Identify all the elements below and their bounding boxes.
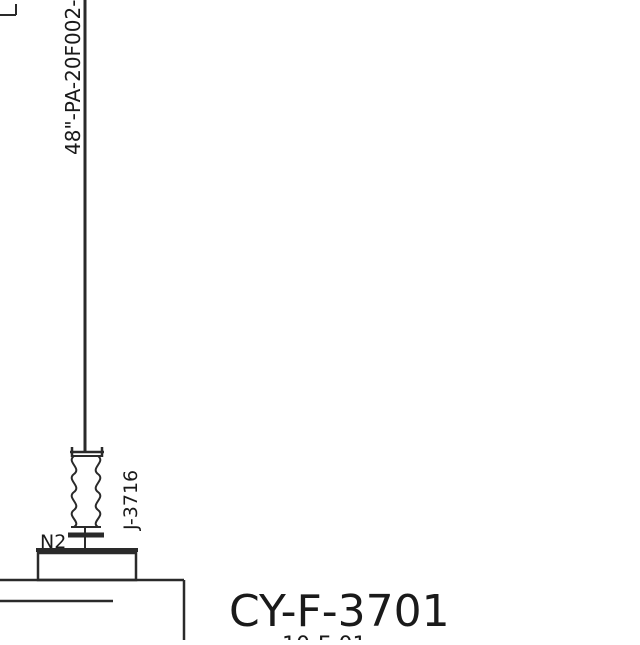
equipment-body — [0, 578, 186, 640]
nozzle-connection — [36, 535, 138, 552]
nozzle-stub — [36, 551, 138, 582]
pipe-line-label: 48"-PA-20F002-1 — [61, 0, 85, 155]
nozzle-tag: N2 — [40, 531, 66, 553]
lower-flange — [68, 527, 104, 538]
equipment-sub-label: 10-F-01 — [282, 633, 367, 640]
equipment-tag: CY-F-3701 — [229, 586, 450, 637]
expansion-joint-tag: J-3716 — [120, 470, 142, 531]
upstream-bracket-fragment — [0, 4, 17, 16]
expansion-joint-bellows — [70, 455, 102, 528]
